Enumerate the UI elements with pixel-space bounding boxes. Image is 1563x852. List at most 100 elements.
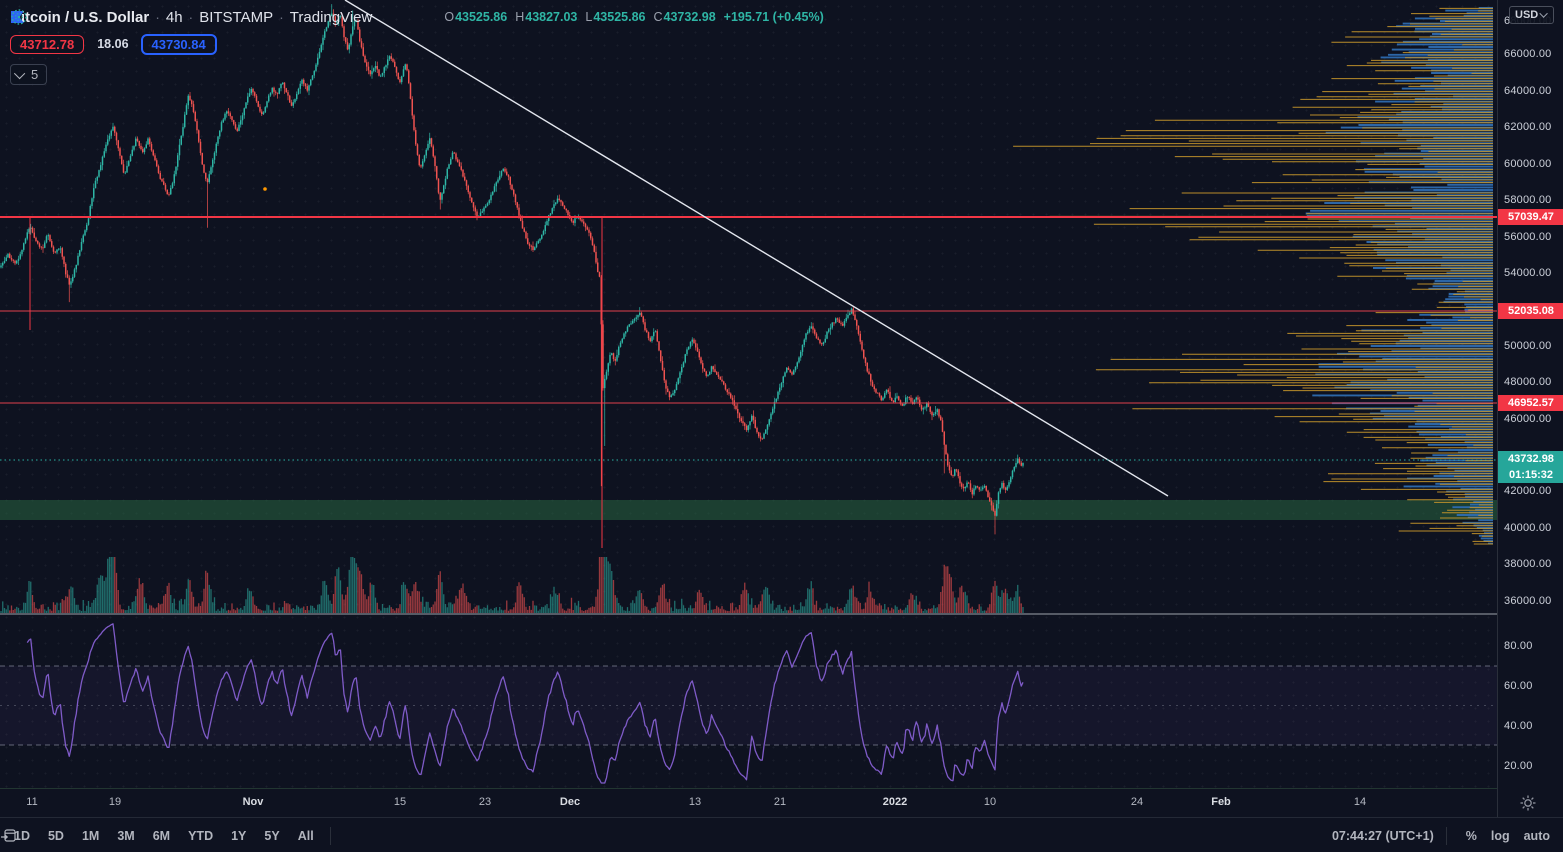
rsi-tick-label: 40.00 [1504,720,1533,732]
pane-separator[interactable] [0,614,1497,615]
exchange-label: BITSTAMP [199,8,274,26]
candle-bodies-up [0,13,1024,516]
range-button-ytd[interactable]: YTD [188,828,214,843]
price-tick-label: 56000.00 [1504,231,1552,243]
scale-mode-auto[interactable]: auto [1523,828,1550,843]
clock-display[interactable]: 07:44:27 (UTC+1) [1331,828,1434,843]
scale-mode-buttons: % log auto [1459,825,1557,847]
close-value: 43732.98 [663,10,716,24]
volume-bars-down [9,557,1022,613]
interval-label[interactable]: 4h [165,8,183,26]
rsi-band [0,666,1497,745]
level-price-label: 46952.57 [1498,395,1563,411]
target-icon[interactable] [10,8,28,26]
time-axis-label: 2022 [882,796,908,808]
separator-dot: · [188,9,194,25]
last-price-label: 43732.98 01:15:32 [1498,451,1563,483]
scale-mode-percent[interactable]: % [1465,828,1477,843]
time-axis-label: 11 [26,796,38,808]
time-axis-label: 15 [393,796,407,808]
time-axis-label: 14 [1353,796,1367,808]
price-tick-label: 64000.00 [1504,85,1552,97]
candle-countdown: 01:15:32 [1508,469,1554,481]
ohlc-readout: O 43525.86 H 43827.03 L 43525.86 C 43732.98 … [430,10,823,24]
symbol-title-row: Bitcoin / U.S. Dollar · 4h · BITSTAMP · … [10,6,824,28]
range-button-1d[interactable]: 1D [14,828,30,843]
orange-marker-dot[interactable] [263,187,267,191]
range-button-all[interactable]: All [297,828,314,843]
close-label: C [653,10,663,24]
chart-legend: Bitcoin / U.S. Dollar · 4h · BITSTAMP · … [10,6,824,85]
time-axis-label: 19 [108,796,122,808]
time-axis-label: 10 [983,796,997,808]
hidden-indicator-count: 5 [31,67,39,82]
range-button-1m[interactable]: 1M [81,828,100,843]
range-button-5y[interactable]: 5Y [264,828,280,843]
level-price-label: 52035.08 [1498,303,1563,319]
price-tick-label: 50000.00 [1504,340,1552,352]
separator-dot: · [155,9,160,25]
time-axis-label: Feb [1211,796,1231,808]
chart-plot-area[interactable]: Bitcoin / U.S. Dollar · 4h · BITSTAMP · … [0,0,1497,789]
price-tick-label: 42000.00 [1504,485,1552,497]
rsi-tick-label: 60.00 [1504,680,1533,692]
open-label: O [444,10,455,24]
price-tick-label: 54000.00 [1504,267,1552,279]
indicator-values-row: 43712.78 18.06 43730.84 [10,33,824,55]
price-scale-axis[interactable]: USD 43732.98 01:15:32 68000.0066000.0064… [1497,0,1563,817]
rsi-pane-canvas[interactable] [0,615,1497,788]
chevron-down-icon [1539,9,1549,18]
go-to-date-icon[interactable] [0,827,17,844]
change-value: +195.71 (+0.45%) [723,10,824,24]
range-button-5d[interactable]: 5D [47,828,64,843]
collapse-indicators-button[interactable]: 5 [10,64,48,85]
rsi-tick-label: 80.00 [1504,640,1533,652]
price-tick-label: 48000.00 [1504,376,1552,388]
gear-icon[interactable] [1519,794,1537,812]
currency-label: USD [1515,9,1539,21]
indicator-spread-value: 18.06 [97,37,129,51]
toolbar-divider [1445,826,1447,845]
low-label: L [585,10,593,24]
time-axis-label: 21 [773,796,787,808]
rsi-line [26,623,1024,784]
price-tick-label: 60000.00 [1504,158,1552,170]
bottom-toolbar: 1D 5D 1M 3M 6M YTD 1Y 5Y All 07:44:27 (UTC+1) % l… [0,817,1563,852]
candle-wicks-down [9,9,1022,535]
open-value: 43525.86 [455,10,508,24]
indicator-value-low: 43712.78 [10,34,85,54]
level-price-label: 57039.47 [1498,209,1563,225]
range-button-6m[interactable]: 6M [152,828,171,843]
support-zone-band [0,500,1497,520]
volume-profile-yellow [1013,7,1493,545]
scale-mode-log[interactable]: log [1490,828,1510,843]
time-scale-axis[interactable]: 11 19 Nov 15 23 Dec 13 21 2022 10 24 Feb 14 [0,789,1497,817]
range-button-1y[interactable]: 1Y [231,828,247,843]
price-tick-label: 62000.00 [1504,121,1552,133]
candle-bodies-down [9,13,1022,516]
time-axis-label: Nov [242,796,264,808]
pane-separator-bottom[interactable] [0,788,1497,789]
time-axis-label: 24 [1130,796,1144,808]
time-axis-label: Dec [559,796,581,808]
low-value: 43525.86 [593,10,646,24]
price-tick-label: 46000.00 [1504,413,1552,425]
indicator-value-high: 43730.84 [140,33,217,55]
price-tick-label: 40000.00 [1504,522,1552,534]
price-tick-label: 36000.00 [1504,595,1552,607]
toolbar-divider [329,826,331,845]
range-button-3m[interactable]: 3M [117,828,135,843]
high-value: 43827.03 [525,10,578,24]
price-pane-canvas[interactable] [0,0,1497,615]
price-tick-label: 66000.00 [1504,48,1552,60]
descending-trendline[interactable] [344,0,1169,497]
rsi-tick-label: 20.00 [1504,760,1533,772]
chevron-down-icon [13,67,26,79]
range-switcher: 1D 5D 1M 3M 6M YTD 1Y 5Y All [4,825,322,847]
high-label: H [515,10,525,24]
currency-toggle-button[interactable]: USD [1509,6,1555,24]
price-tick-label: 38000.00 [1504,558,1552,570]
volume-bars-up [0,557,1024,613]
symbol-name[interactable]: Bitcoin / U.S. Dollar [10,8,150,26]
